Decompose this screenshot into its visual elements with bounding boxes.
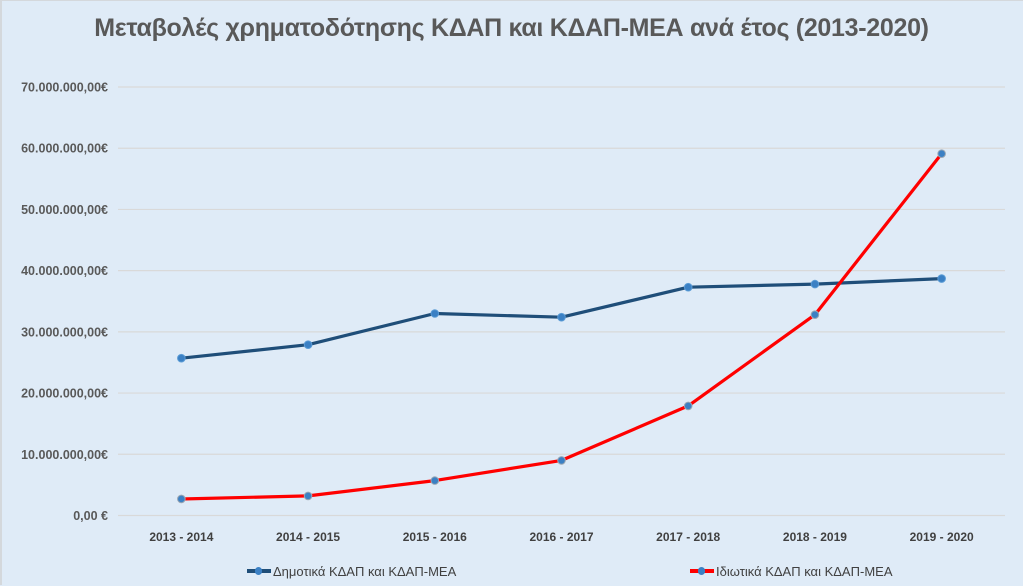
data-point-1-5 bbox=[810, 310, 820, 320]
x-tick-label: 2015 - 2016 bbox=[403, 530, 467, 544]
legend-swatch-dimotika bbox=[247, 565, 271, 577]
data-point-1-2 bbox=[430, 476, 440, 485]
y-tick-label: 10.000.000,00€ bbox=[21, 448, 108, 462]
data-point-1-4 bbox=[683, 401, 693, 411]
data-point-1-1 bbox=[303, 491, 313, 501]
x-tick-label: 2016 - 2017 bbox=[529, 530, 593, 544]
data-point-0-1 bbox=[303, 340, 313, 350]
y-tick-label: 30.000.000,00€ bbox=[21, 325, 108, 339]
x-tick-label: 2019 - 2020 bbox=[910, 530, 974, 544]
y-tick-label: 60.000.000,00€ bbox=[21, 142, 108, 156]
data-point-1-0 bbox=[177, 494, 186, 504]
y-tick-label: 70.000.000,00€ bbox=[21, 81, 108, 95]
x-tick-label: 2018 - 2019 bbox=[783, 530, 847, 544]
data-point-1-6 bbox=[937, 149, 946, 159]
legend-label-idiotika: Ιδιωτικά ΚΔΑΠ και ΚΔΑΠ-ΜΕΑ bbox=[716, 563, 893, 579]
gridlines bbox=[118, 86, 1005, 517]
data-point-0-6 bbox=[937, 274, 946, 283]
y-tick-label: 50.000.000,00€ bbox=[21, 203, 108, 217]
data-point-1-3 bbox=[557, 456, 566, 465]
y-tick-label: 0,00 € bbox=[73, 509, 108, 523]
legend-swatch-idiotika bbox=[690, 565, 714, 577]
y-tick-label: 40.000.000,00€ bbox=[21, 264, 108, 278]
data-point-0-0 bbox=[177, 353, 186, 363]
x-axis: 2013 - 2014 2014 - 2015 2015 - 2016 2016 - … bbox=[149, 530, 974, 544]
chart-title: Μεταβολές χρηματοδότησης ΚΔΑΠ και ΚΔΑΠ-Μ… bbox=[94, 14, 929, 42]
data-point-0-5 bbox=[810, 279, 820, 289]
series-lines bbox=[179, 152, 944, 501]
series-line-1 bbox=[179, 152, 944, 501]
y-tick-label: 20.000.000,00€ bbox=[21, 387, 108, 401]
x-tick-label: 2013 - 2014 bbox=[149, 530, 213, 544]
x-tick-label: 2014 - 2015 bbox=[276, 530, 340, 544]
legend-item-idiotika: Ιδιωτικά ΚΔΑΠ και ΚΔΑΠ-ΜΕΑ bbox=[690, 561, 893, 581]
y-axis: 0,00 € 10.000.000,00€ 20.000.000,00€ 30.000… bbox=[21, 81, 108, 524]
series-markers bbox=[177, 149, 946, 504]
legend-label-dimotika: Δημοτικά ΚΔΑΠ και ΚΔΑΠ-ΜΕΑ bbox=[273, 563, 457, 579]
legend-item-dimotika: Δημοτικά ΚΔΑΠ και ΚΔΑΠ-ΜΕΑ bbox=[247, 561, 456, 581]
data-point-0-3 bbox=[557, 312, 566, 322]
data-point-0-4 bbox=[683, 282, 693, 292]
data-point-0-2 bbox=[430, 309, 440, 318]
x-tick-label: 2017 - 2018 bbox=[656, 530, 720, 544]
